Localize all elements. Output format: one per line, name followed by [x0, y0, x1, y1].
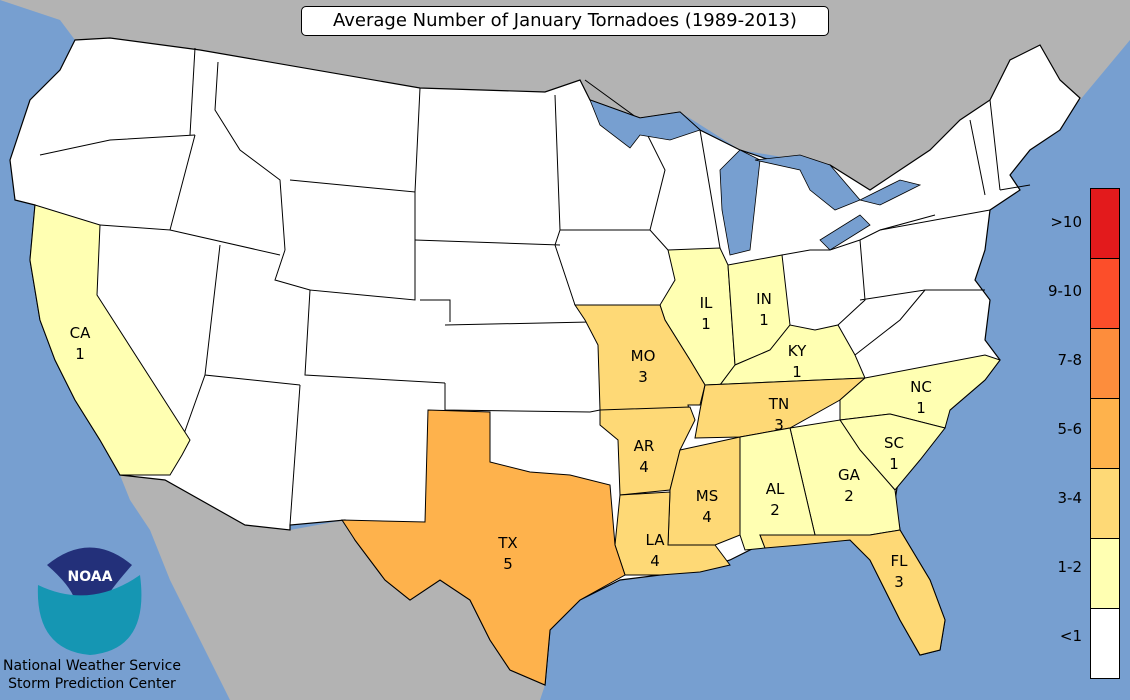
state-abbr: AR	[634, 437, 655, 455]
state-value: 3	[774, 416, 784, 434]
agency-name: National Weather Service Storm Predictio…	[2, 657, 182, 693]
state-value: 3	[638, 368, 648, 386]
state-abbr: SC	[884, 434, 904, 452]
state-value: 2	[770, 501, 780, 519]
state-border	[420, 299, 451, 322]
state-abbr: NC	[910, 378, 932, 396]
state-border	[879, 209, 991, 231]
state-mo	[574, 304, 706, 416]
lake	[819, 214, 871, 251]
agency-line-2: Storm Prediction Center	[8, 676, 176, 692]
noaa-logo-text: NOAA	[68, 569, 113, 585]
state-value: 1	[701, 315, 711, 333]
state-value: 4	[650, 552, 660, 570]
state-border	[189, 47, 196, 136]
state-abbr: MO	[631, 347, 656, 365]
agency-line-1: National Weather Service	[3, 658, 181, 674]
state-value: 5	[503, 555, 513, 573]
state-abbr: CA	[70, 324, 91, 342]
state-abbr: FL	[891, 552, 909, 570]
mexico	[120, 475, 545, 700]
state-border	[999, 184, 1031, 191]
state-border	[39, 134, 196, 156]
legend-swatch	[1090, 608, 1120, 679]
state-value: 1	[759, 311, 769, 329]
legend-label: 9-10	[1047, 282, 1082, 300]
state-abbr: AL	[766, 480, 785, 498]
state-abbr: KY	[788, 342, 807, 360]
state-abbr: IL	[700, 294, 713, 312]
state-border	[699, 129, 721, 249]
legend-label: 3-4	[1057, 489, 1083, 507]
legend-swatch	[1090, 538, 1120, 609]
state-value: 2	[844, 487, 854, 505]
legend-swatch	[1090, 468, 1120, 539]
state-border	[169, 229, 281, 256]
state-value: 1	[889, 455, 899, 473]
state-border	[304, 192, 446, 384]
state-fl	[759, 529, 946, 656]
state-border	[289, 384, 301, 526]
state-tx	[341, 409, 626, 686]
state-abbr: GA	[838, 466, 861, 484]
noaa-logo: NOAA	[37, 547, 142, 655]
state-border	[584, 79, 666, 231]
legend-label: >10	[1050, 213, 1082, 231]
lake	[754, 154, 861, 211]
state-value: 1	[792, 363, 802, 381]
state-value: 4	[639, 458, 649, 476]
canada	[0, 0, 1130, 190]
state-border	[854, 289, 926, 356]
state-border	[781, 239, 861, 256]
lake	[719, 149, 761, 256]
legend-label: 1-2	[1057, 558, 1083, 576]
lake	[589, 99, 701, 149]
state-abbr: TN	[768, 395, 789, 413]
lake	[858, 179, 922, 206]
great-lakes	[589, 99, 922, 256]
state-ca	[29, 204, 191, 476]
state-abbr: LA	[646, 531, 666, 549]
state-abbr: IN	[756, 290, 772, 308]
state-border	[444, 321, 591, 326]
state-labels: CA 1 IL 1 IN 1 KY 1 MO 3 TN 3 NC 1 SC 1 AR 4 GA 2 AL 2 MS 4 LA 4 T…	[70, 290, 932, 591]
state-border	[414, 239, 561, 246]
legend-label: 7-8	[1057, 351, 1083, 369]
map-title: Average Number of January Tornadoes (198…	[301, 6, 829, 36]
legend-swatch	[1090, 258, 1120, 329]
state-border	[444, 383, 601, 413]
state-abbr: MS	[696, 487, 718, 505]
state-border	[969, 119, 986, 196]
legend-swatch	[1090, 398, 1120, 469]
colored-states	[29, 204, 1001, 686]
state-nc	[839, 354, 1001, 429]
legend-label: 5-6	[1057, 420, 1083, 438]
state-value: 4	[702, 508, 712, 526]
state-border	[989, 99, 1001, 191]
state-border	[837, 239, 866, 326]
legend-swatch	[1090, 188, 1120, 259]
legend-label: <1	[1059, 627, 1082, 645]
state-border	[554, 94, 576, 306]
legend: >10 9-10 7-8 5-6 3-4 1-2 <1	[1048, 188, 1120, 679]
state-value: 3	[894, 573, 904, 591]
state-value: 1	[916, 399, 926, 417]
legend-swatch	[1090, 328, 1120, 399]
state-value: 1	[75, 345, 85, 363]
state-border	[214, 61, 286, 251]
state-border	[274, 249, 311, 291]
state-abbr: TX	[497, 534, 517, 552]
